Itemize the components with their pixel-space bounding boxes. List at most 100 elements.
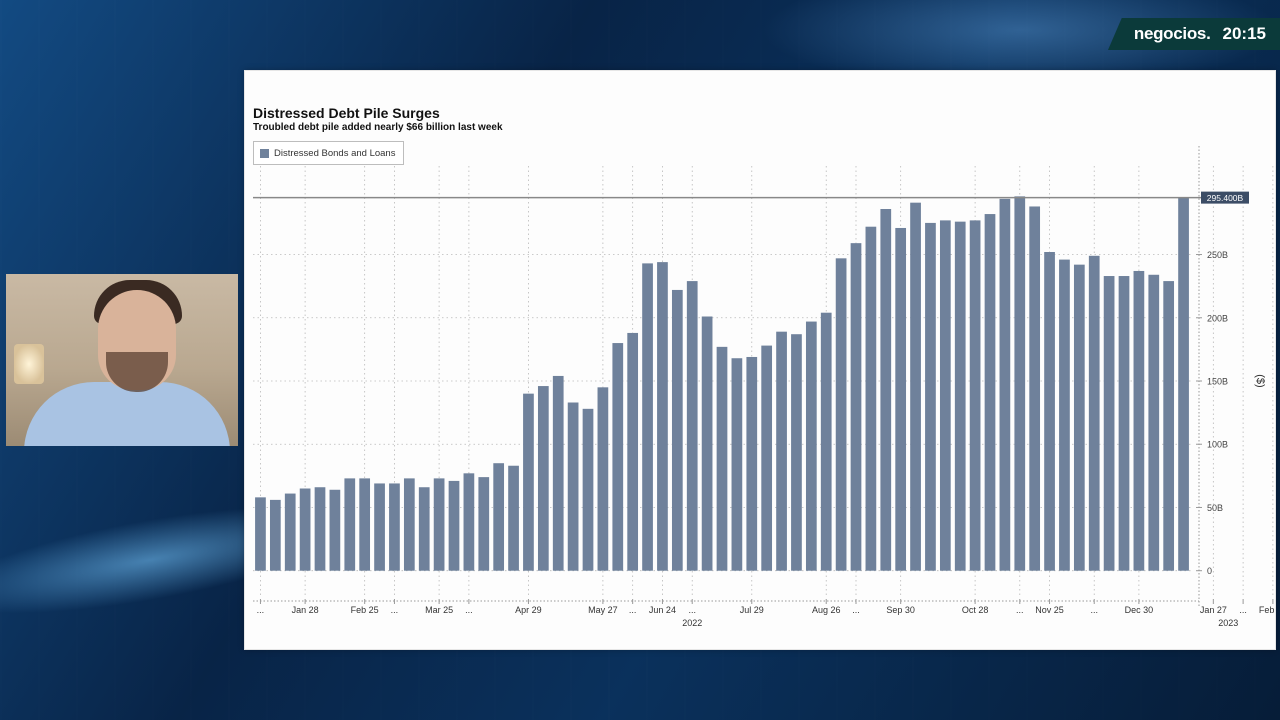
x-year-label: 2022 xyxy=(682,618,702,628)
bar xyxy=(954,221,966,571)
bar xyxy=(1178,197,1189,571)
x-tick-label: Feb 24 xyxy=(1259,605,1275,615)
x-tick-label: Nov 25 xyxy=(1035,605,1064,615)
x-tick-label: Feb 25 xyxy=(351,605,379,615)
x-tick-label: ... xyxy=(1239,605,1247,615)
x-tick-label: Mar 25 xyxy=(425,605,453,615)
x-tick-label: Dec 30 xyxy=(1125,605,1154,615)
x-tick-label: Jun 24 xyxy=(649,605,676,615)
x-tick-label: Aug 26 xyxy=(812,605,841,615)
x-tick-label: ... xyxy=(852,605,860,615)
bar xyxy=(1133,270,1145,571)
bar xyxy=(1148,274,1160,571)
bar xyxy=(508,465,519,571)
y-tick-label: 150B xyxy=(1207,377,1228,387)
bar xyxy=(255,497,266,571)
x-tick-label: ... xyxy=(688,605,696,615)
bar xyxy=(567,402,579,571)
bar xyxy=(523,393,534,571)
bar xyxy=(448,480,460,571)
bar xyxy=(925,222,936,571)
bar xyxy=(582,408,594,571)
bar xyxy=(850,243,862,571)
bar xyxy=(389,483,400,571)
x-tick-label: ... xyxy=(465,605,473,615)
bar xyxy=(1103,276,1115,571)
bar xyxy=(791,334,802,571)
chart-subtitle: Troubled debt pile added nearly $66 bill… xyxy=(253,122,503,133)
x-tick-label: ... xyxy=(1016,605,1024,615)
bar xyxy=(478,477,490,571)
x-tick-label: Sep 30 xyxy=(886,605,915,615)
channel-logo: negocios. xyxy=(1133,24,1211,43)
bar xyxy=(1029,206,1041,571)
presenter-shirt xyxy=(24,382,230,446)
x-tick-label: Jul 29 xyxy=(740,605,764,615)
x-tick-label: Jan 28 xyxy=(292,605,319,615)
bar xyxy=(776,331,787,571)
broadcast-clock: 20:15 xyxy=(1222,24,1266,43)
bar xyxy=(761,345,773,571)
bar xyxy=(597,387,609,571)
bar xyxy=(284,493,296,571)
x-year-label: 2023 xyxy=(1218,618,1238,628)
y-tick-label: 100B xyxy=(1207,440,1228,450)
chart-title: Distressed Debt Pile Surges xyxy=(253,105,440,121)
bar xyxy=(1088,255,1100,571)
x-tick-label: Jan 27 xyxy=(1200,605,1227,615)
y-tick-label: 0 xyxy=(1207,566,1212,576)
bar xyxy=(493,463,505,571)
bar xyxy=(642,263,653,571)
bar xyxy=(612,343,624,571)
x-tick-label: Apr 29 xyxy=(515,605,542,615)
last-value-box xyxy=(1201,191,1249,204)
bar xyxy=(999,198,1011,571)
x-tick-label: ... xyxy=(629,605,637,615)
bar xyxy=(701,316,713,571)
bar xyxy=(984,214,996,571)
bar xyxy=(820,312,832,571)
lamp-shape xyxy=(14,344,44,384)
bar xyxy=(269,499,281,571)
y-axis-title: ($) xyxy=(1254,374,1266,387)
bar xyxy=(359,478,371,571)
bar xyxy=(537,386,549,571)
bar xyxy=(1118,276,1130,571)
bar xyxy=(671,289,683,571)
bar xyxy=(910,202,921,571)
bar xyxy=(835,258,847,571)
bar xyxy=(865,226,877,571)
last-value-label: 295.400B xyxy=(1207,193,1244,203)
bar xyxy=(805,321,817,571)
y-tick-label: 250B xyxy=(1207,250,1228,260)
bar xyxy=(299,488,311,571)
legend-swatch xyxy=(260,148,269,158)
x-tick-label: ... xyxy=(1090,605,1098,615)
x-tick-label: ... xyxy=(257,605,265,615)
bar xyxy=(716,346,728,571)
bar xyxy=(1163,281,1175,571)
bar-chart: 0 50B 100B 150B 200B 250B 295.400B ($)... Jan 28… xyxy=(253,146,1275,628)
bar xyxy=(969,220,981,571)
bar xyxy=(329,489,341,571)
bar xyxy=(403,478,415,571)
chart-legend: Distressed Bonds and Loans xyxy=(253,141,405,165)
x-tick-label: May 27 xyxy=(588,605,618,615)
bar xyxy=(1073,264,1085,571)
bar xyxy=(686,281,698,571)
bar xyxy=(552,375,564,571)
bar xyxy=(418,487,430,571)
legend-label: Distressed Bonds and Loans xyxy=(274,147,396,159)
bar xyxy=(746,356,758,571)
bar xyxy=(657,262,668,571)
channel-bug: negocios. 20:15 xyxy=(1108,18,1280,50)
bar xyxy=(1014,196,1026,571)
bar xyxy=(314,487,326,571)
chart-panel: Distressed Debt Pile Surges Troubled deb… xyxy=(244,70,1276,650)
bar xyxy=(731,358,743,571)
y-tick-label: 200B xyxy=(1207,313,1228,323)
x-tick-label: ... xyxy=(391,605,399,615)
bar xyxy=(895,227,907,571)
y-tick-label: 50B xyxy=(1207,503,1223,513)
bar xyxy=(627,332,639,571)
